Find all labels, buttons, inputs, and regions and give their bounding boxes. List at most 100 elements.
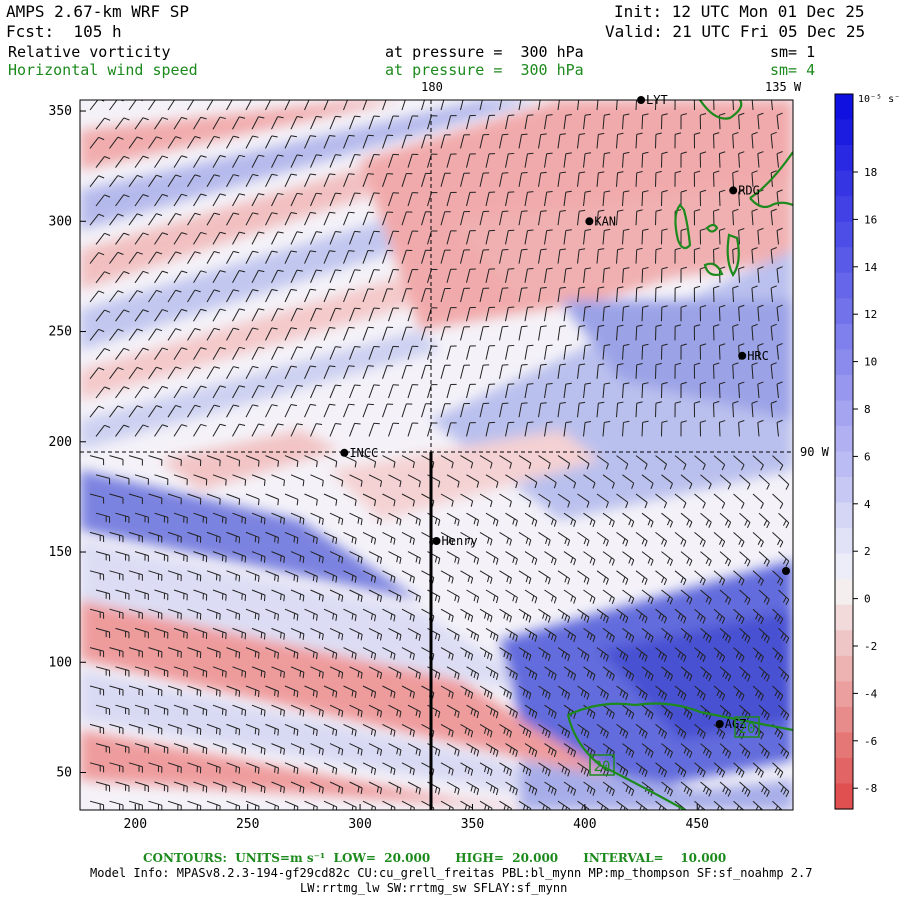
wind-barb [304, 100, 310, 111]
wind-barb [518, 100, 522, 111]
wind-barb [577, 211, 580, 226]
wind-barb-flag [631, 751, 635, 758]
wind-barb-flag [782, 635, 787, 642]
wind-barb-flag [699, 615, 704, 622]
wind-barb-flag [528, 731, 532, 738]
wind-barb-flag [721, 464, 726, 471]
wind-barb-flag [735, 613, 740, 620]
wind-barb-flag [779, 580, 784, 586]
wind-barb-flag [238, 729, 241, 736]
wind-barb-flag [546, 152, 553, 155]
wind-barb-flag [719, 381, 726, 385]
wind-barb-flag [580, 728, 584, 735]
wind-barb-flag [683, 617, 687, 624]
wind-barb [89, 800, 104, 806]
wind-barb [616, 723, 629, 734]
wind-barb-flag [638, 728, 643, 735]
wind-barb-flag [776, 304, 783, 308]
wind-barb-flag [219, 308, 226, 312]
wind-barb [128, 608, 143, 614]
wind-barb-flag [316, 192, 323, 195]
wind-barb-flag [512, 787, 515, 794]
wind-barb-flag [741, 541, 745, 548]
wind-barb [719, 512, 731, 523]
field2-name: Horizontal wind speed [8, 61, 198, 79]
wind-barb-flag [233, 327, 240, 331]
wind-barb [368, 512, 382, 520]
wind-barb [524, 589, 538, 598]
wind-barb [284, 173, 292, 188]
wind-barb-flag [200, 385, 207, 389]
wind-barb [538, 455, 551, 464]
colorbar-segment [835, 630, 853, 657]
wind-barb-flag [641, 538, 645, 545]
wind-barb-flag [412, 769, 415, 776]
wind-barb [544, 474, 557, 483]
wind-barb-flag [644, 540, 648, 547]
wind-barb [421, 403, 427, 418]
wind-barb-flag [611, 482, 615, 489]
wind-barb-flag [699, 654, 704, 660]
wind-barb [499, 762, 512, 771]
wind-barb-flag [98, 405, 105, 409]
wind-barb [757, 384, 760, 399]
wind-barb [524, 230, 528, 245]
wind-barb-flag [354, 576, 357, 583]
wind-barb-flag [354, 615, 357, 622]
wind-barb [758, 512, 770, 523]
wind-barb [232, 231, 240, 245]
wind-barb [479, 100, 483, 111]
wind-barb-flag [738, 654, 742, 661]
wind-barb [460, 531, 473, 540]
wind-barb-flag [244, 786, 247, 793]
wind-barb-flag [341, 595, 344, 602]
wind-barb [616, 608, 629, 618]
wind-barb-flag [476, 712, 480, 719]
wind-barb-flag [437, 558, 441, 565]
wind-barb [290, 308, 298, 322]
wind-barb-flag [541, 96, 547, 97]
wind-barb-flag [658, 728, 662, 735]
wind-barb-flag [776, 189, 783, 193]
wind-barb [95, 551, 110, 556]
wind-barb [583, 704, 596, 714]
wind-barb-flag [509, 731, 512, 738]
wind-barb [212, 270, 221, 284]
wind-barb-flag [316, 691, 318, 698]
wind-barb-flag [238, 537, 241, 544]
wind-barb-flag [271, 288, 278, 292]
wind-barb [388, 589, 402, 597]
wind-barb-flag [254, 536, 257, 543]
wind-barb [206, 136, 215, 149]
wind-barb-flag [181, 308, 188, 312]
wind-barb-flag [142, 386, 149, 389]
wind-barb [524, 153, 528, 168]
wind-barb-flag [628, 596, 632, 603]
wind-barb [148, 366, 157, 380]
wind-barb-flag [316, 499, 318, 506]
wind-barb [583, 551, 596, 561]
wind-barb [193, 512, 207, 519]
wind-barb [641, 115, 644, 130]
wind-barb [362, 327, 369, 341]
wind-barb-flag [194, 174, 201, 178]
wind-barb-flag [492, 518, 496, 525]
wind-barb-flag [636, 171, 643, 174]
lon-label-135w: 135 W [765, 80, 802, 94]
wind-barb-flag [489, 577, 493, 584]
wind-barb [290, 512, 305, 520]
wind-barb-flag [697, 651, 701, 658]
wind-barb [524, 422, 528, 437]
wind-barb-flag [642, 113, 649, 116]
wind-barb [739, 551, 751, 562]
wind-barb-flag [341, 634, 344, 641]
wind-barb-flag [760, 541, 764, 548]
wind-barb-flag [136, 213, 143, 217]
wind-barb-flag [257, 690, 260, 698]
wind-barb-flag [721, 771, 726, 778]
wind-barb [245, 493, 260, 500]
wind-barb [770, 211, 773, 226]
wind-barb-flag [321, 787, 324, 794]
wind-barb [407, 269, 413, 283]
wind-barb [193, 743, 207, 749]
